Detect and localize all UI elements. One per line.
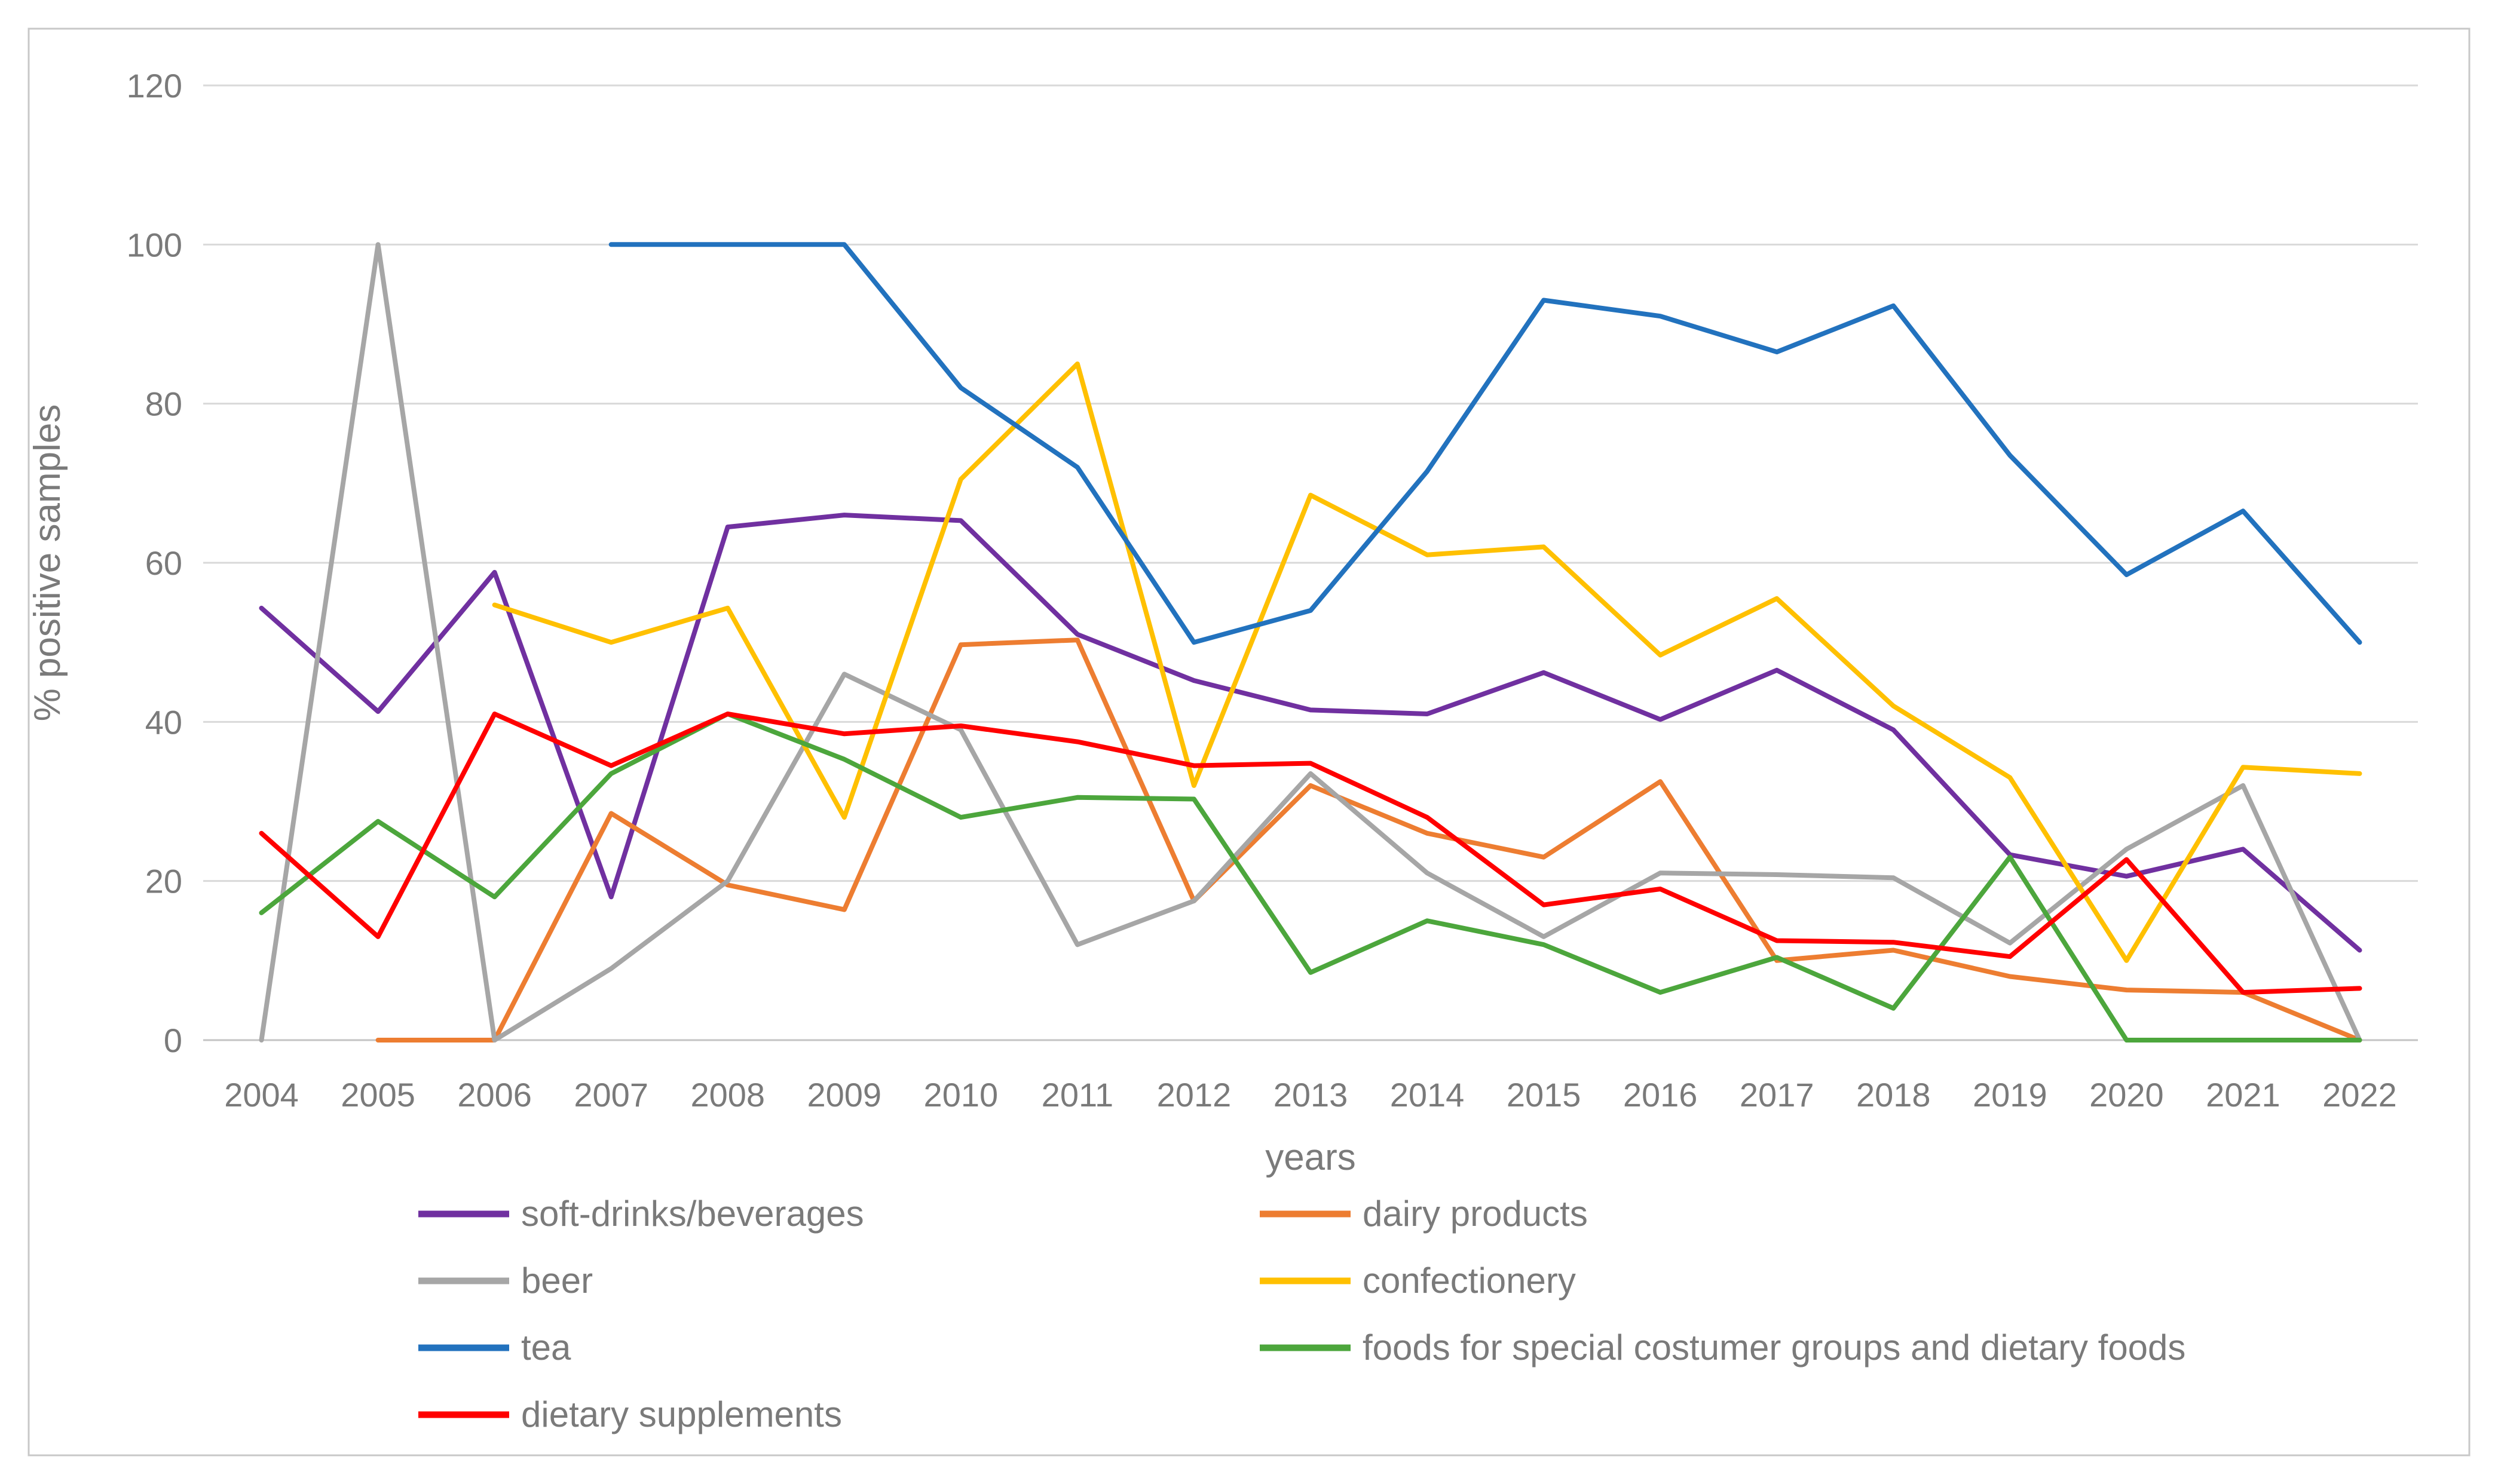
x-tick-label-2014: 2014: [1390, 1076, 1465, 1114]
x-tick-label-2007: 2007: [574, 1076, 648, 1114]
x-tick-label-2018: 2018: [1856, 1076, 1931, 1114]
x-tick-label-2008: 2008: [690, 1076, 765, 1114]
series-line-beer: [259, 242, 2362, 1043]
legend: soft-drinks/beverages beer tea dietary s…: [418, 1194, 2185, 1434]
series-line-confectionery: [492, 361, 2362, 963]
series-lines: [259, 242, 2362, 1043]
legend-label-confectionery: confectionery: [1363, 1261, 1576, 1301]
x-tick-label-2022: 2022: [2322, 1076, 2397, 1114]
x-tick-label-2006: 2006: [457, 1076, 532, 1114]
y-tick-label-40: 40: [145, 703, 182, 741]
x-tick-label-2005: 2005: [341, 1076, 415, 1114]
y-tick-label-0: 0: [164, 1022, 182, 1059]
legend-label-dairy: dairy products: [1363, 1194, 1588, 1234]
y-tick-label-20: 20: [145, 863, 182, 900]
x-tick-label-2015: 2015: [1507, 1076, 1581, 1114]
y-axis-title: % positive samples: [27, 404, 68, 722]
legend-label-special-foods: foods for special costumer groups and di…: [1363, 1327, 2185, 1368]
x-tick-label-2020: 2020: [2089, 1076, 2164, 1114]
figure-border: [27, 27, 2471, 1457]
x-tick-label-2017: 2017: [1740, 1076, 1814, 1114]
x-tick-label-2004: 2004: [224, 1076, 299, 1114]
x-axis-title: years: [1265, 1137, 1356, 1178]
x-tick-label-2010: 2010: [924, 1076, 999, 1114]
y-tick-label-120: 120: [127, 67, 182, 105]
y-tick-label-100: 100: [127, 226, 182, 263]
y-tick-label-80: 80: [145, 385, 182, 423]
x-tick-label-2016: 2016: [1623, 1076, 1698, 1114]
series-line-foods-for-special-costumer-groups-and-dietary-foods: [259, 712, 2362, 1043]
legend-label-beer: beer: [521, 1261, 593, 1301]
x-tick-label-2021: 2021: [2206, 1076, 2280, 1114]
x-tick-label-2019: 2019: [1973, 1076, 2047, 1114]
legend-label-tea: tea: [521, 1327, 571, 1368]
series-line-dairy-products: [375, 637, 2362, 1043]
series-line-dietary-supplements: [259, 712, 2362, 995]
y-tick-label-60: 60: [145, 544, 182, 582]
legend-label-dietary-supplements: dietary supplements: [521, 1394, 842, 1434]
x-tick-label-2011: 2011: [1042, 1076, 1113, 1114]
series-line-tea: [608, 242, 2362, 645]
y-axis-tick-labels: 0 20 40 60 80 100 120: [127, 67, 182, 1059]
legend-label-soft-drinks: soft-drinks/beverages: [521, 1194, 864, 1234]
x-axis-tick-labels: 2004 2005 2006 2007 2008 2009 2010 2011 2012 2013…: [224, 1076, 2397, 1114]
x-tick-label-2012: 2012: [1157, 1076, 1232, 1114]
gridlines: [203, 84, 2418, 1041]
x-tick-label-2013: 2013: [1274, 1076, 1348, 1114]
x-tick-label-2009: 2009: [807, 1076, 882, 1114]
